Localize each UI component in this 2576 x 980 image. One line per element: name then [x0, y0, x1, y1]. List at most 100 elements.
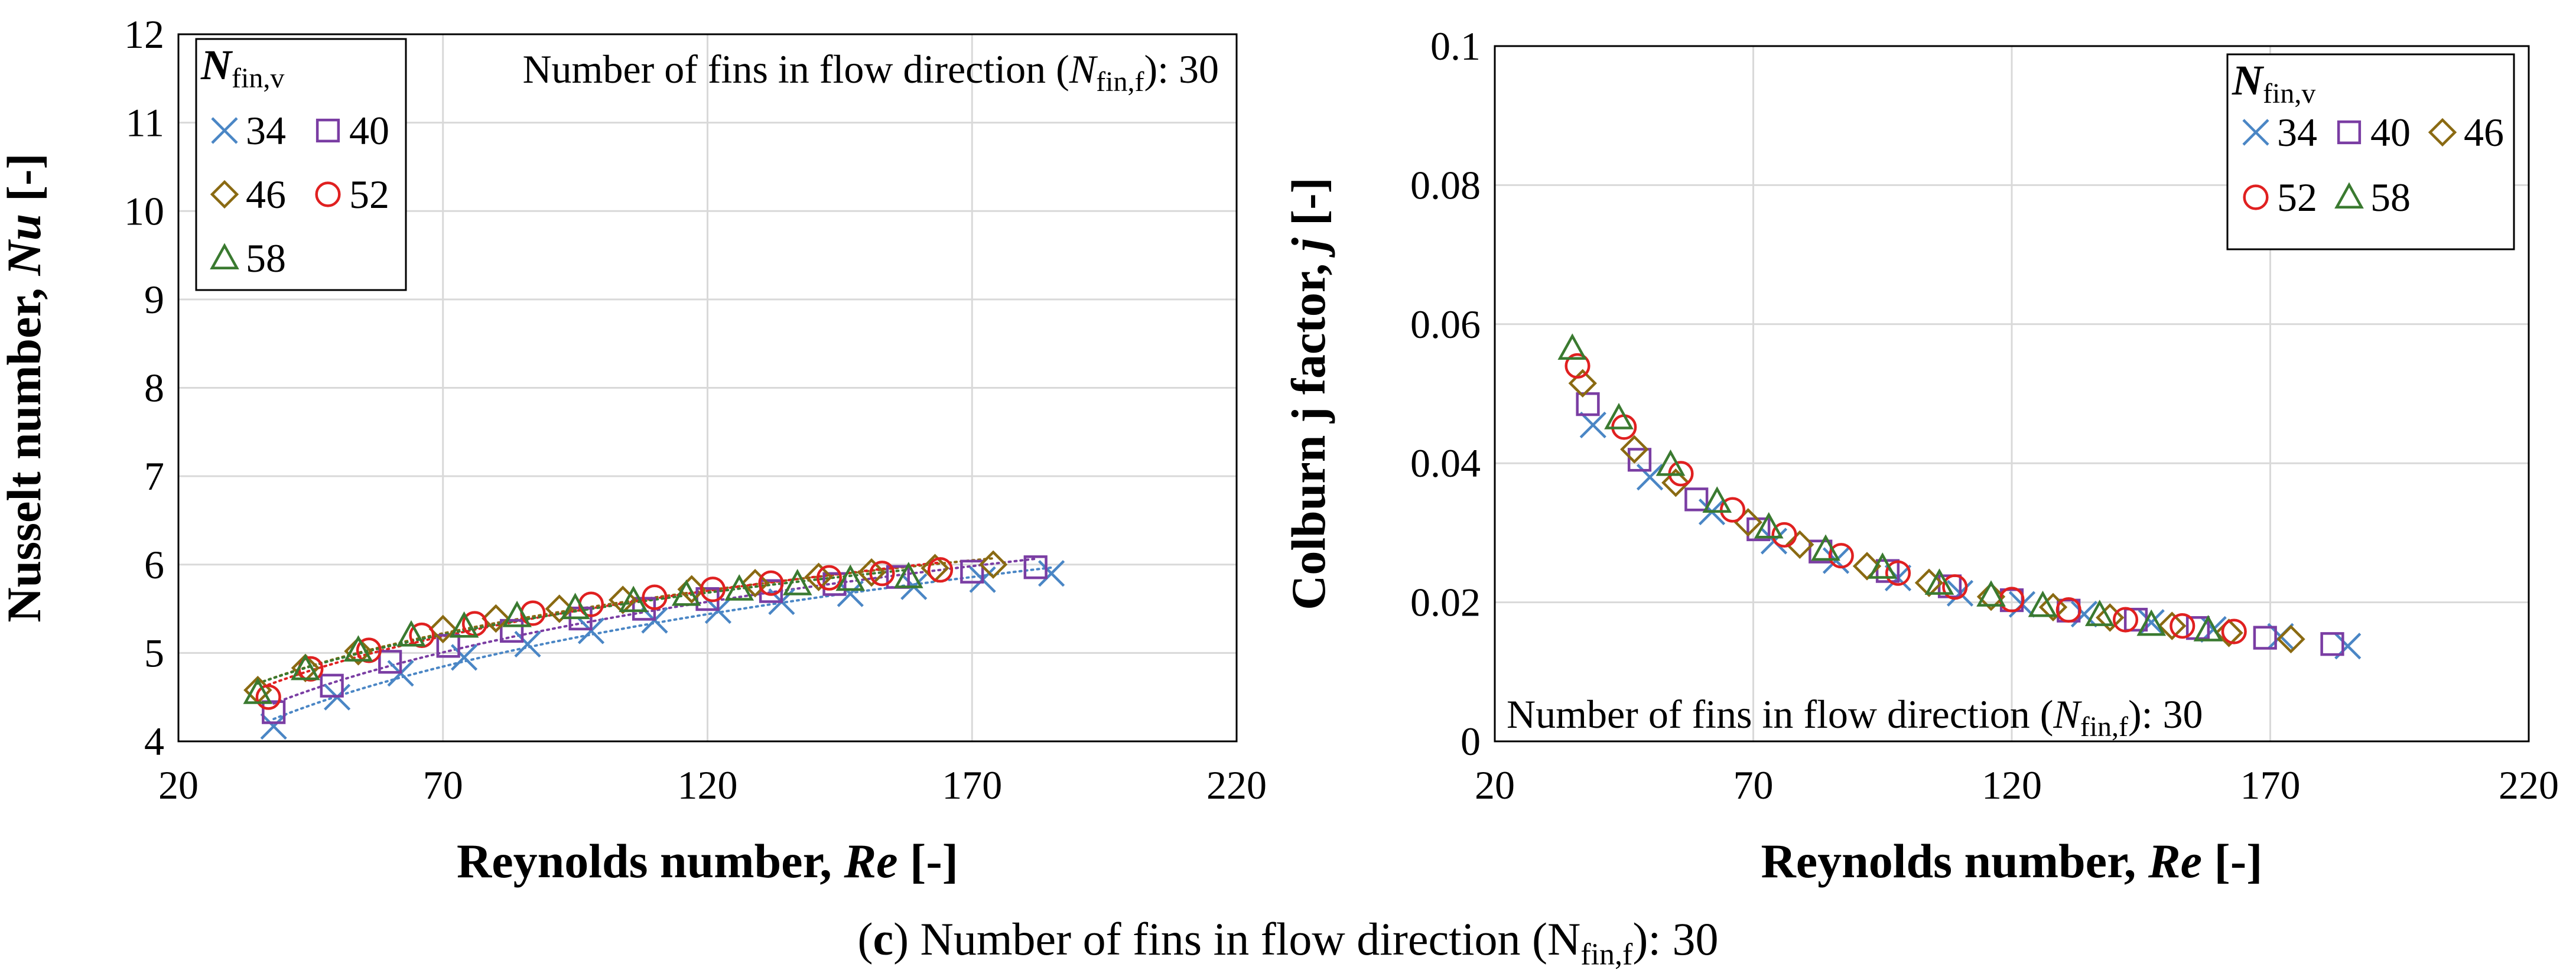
- data-point: [2193, 615, 2223, 642]
- data-point: [609, 585, 638, 614]
- data-point: [2276, 624, 2305, 654]
- data-point: [1568, 369, 1597, 398]
- legend-title: Nfin,v: [2232, 57, 2315, 109]
- data-point: [835, 564, 866, 591]
- data-point: [1661, 468, 1690, 497]
- legend-label-34: 34: [2277, 110, 2317, 155]
- series-58: [1557, 333, 2223, 642]
- data-point: [1684, 487, 1709, 512]
- data-point: [428, 614, 457, 644]
- data-point: [2096, 603, 2125, 632]
- legend-box: [2226, 53, 2515, 250]
- y-axis-label-text: Colburn j factor,: [1282, 251, 1335, 610]
- legend-entry-58: 58: [210, 236, 286, 281]
- data-point: [1976, 582, 2006, 611]
- data-point: [1914, 568, 1944, 597]
- trendlines: [256, 557, 1053, 721]
- legend-entry-52: 52: [315, 172, 389, 217]
- legend-title-sub: fin,v: [2263, 78, 2315, 109]
- series-52: [255, 557, 954, 710]
- caption-text: Number of fins in flow direction (N: [920, 913, 1581, 965]
- data-point: [1557, 333, 1588, 360]
- x-axis-label: Reynolds number, Re [-]: [457, 834, 958, 888]
- legend-marker-52: [315, 181, 341, 207]
- y-axis-label-text: Nusselt number,: [0, 276, 51, 623]
- y-axis-label: Colburn j factor, j [-]: [1282, 177, 1335, 610]
- data-point: [1023, 555, 1048, 579]
- data-point: [255, 684, 281, 710]
- data-point: [837, 580, 864, 607]
- data-point: [343, 635, 373, 662]
- legend-marker-46: [210, 180, 239, 209]
- annotation-text: Number of fins in flow direction (: [522, 47, 1069, 92]
- data-point: [1565, 353, 1591, 379]
- legend-label-52: 52: [2277, 175, 2317, 220]
- x-tick-label: 120: [1982, 763, 2042, 808]
- legend-box: [195, 38, 407, 291]
- legend-marker-40: [2337, 120, 2362, 145]
- data-point: [514, 630, 541, 658]
- data-point: [378, 650, 402, 674]
- annotation: Number of fins in flow direction (Nfin,f…: [1507, 692, 2203, 743]
- y-tick-label: 11: [126, 100, 164, 145]
- trendline-46: [256, 557, 995, 685]
- figure-caption: (c) Number of fins in flow direction (Nf…: [857, 913, 1719, 972]
- legend-marker-52: [2243, 184, 2269, 210]
- y-tick-label: 0.02: [1410, 580, 1481, 625]
- annotation-text: Number of fins in flow direction (: [1507, 692, 2053, 737]
- x-tick-label: 170: [942, 763, 1002, 808]
- data-point: [1942, 574, 1968, 600]
- legend-entry-46: 46: [2428, 110, 2504, 155]
- legend-entry-40: 40: [316, 108, 389, 153]
- data-point: [502, 600, 532, 627]
- y-tick-label: 5: [144, 630, 164, 675]
- data-point: [1579, 411, 1606, 439]
- data-point: [2038, 592, 2068, 622]
- data-point: [1702, 486, 1732, 513]
- data-point: [260, 712, 287, 740]
- y-axis-label-symbol: Nu: [0, 214, 51, 276]
- y-tick-label: 0: [1461, 719, 1481, 764]
- x-tick-label: 20: [158, 763, 199, 808]
- y-tick-label: 0.04: [1410, 441, 1481, 486]
- data-point: [671, 579, 701, 606]
- legend-entry-40: 40: [2337, 110, 2411, 155]
- x-axis-label-unit: [-]: [898, 834, 958, 888]
- legend-label-46: 46: [246, 172, 286, 217]
- data-point: [1037, 560, 1065, 587]
- data-point: [450, 644, 478, 671]
- data-point: [396, 620, 426, 647]
- data-point: [642, 584, 668, 610]
- legend-label-40: 40: [349, 108, 389, 153]
- chart-1: 4 5 6 7 8 9 10 11 12 20 70 120 170 220 Reynolds number…: [0, 12, 1267, 888]
- data-point: [320, 673, 344, 698]
- y-tick-label: 10: [124, 188, 164, 233]
- data-point: [869, 561, 895, 587]
- data-point: [520, 600, 546, 626]
- data-point: [740, 568, 770, 598]
- x-tick-label: 220: [2499, 763, 2559, 808]
- data-point: [577, 617, 605, 644]
- data-point: [2112, 607, 2139, 633]
- y-tick-label: 8: [144, 366, 164, 411]
- data-point: [1754, 512, 1784, 539]
- y-tick-label: 6: [144, 542, 164, 587]
- data-point: [1976, 580, 2006, 607]
- data-point: [1885, 560, 1911, 586]
- data-point: [1828, 543, 1854, 569]
- x-tick-label: 220: [1206, 763, 1267, 808]
- data-point: [560, 592, 590, 620]
- data-point: [857, 558, 886, 587]
- data-point: [1924, 568, 1954, 595]
- data-point: [409, 622, 435, 649]
- caption-label: c: [873, 913, 894, 965]
- y-axis-label-unit: [-]: [0, 153, 51, 213]
- y-tick-label: 4: [144, 719, 164, 764]
- data-point: [2055, 597, 2081, 623]
- data-point: [1636, 464, 1664, 491]
- y-tick-label: 12: [124, 12, 164, 57]
- data-point: [500, 618, 524, 643]
